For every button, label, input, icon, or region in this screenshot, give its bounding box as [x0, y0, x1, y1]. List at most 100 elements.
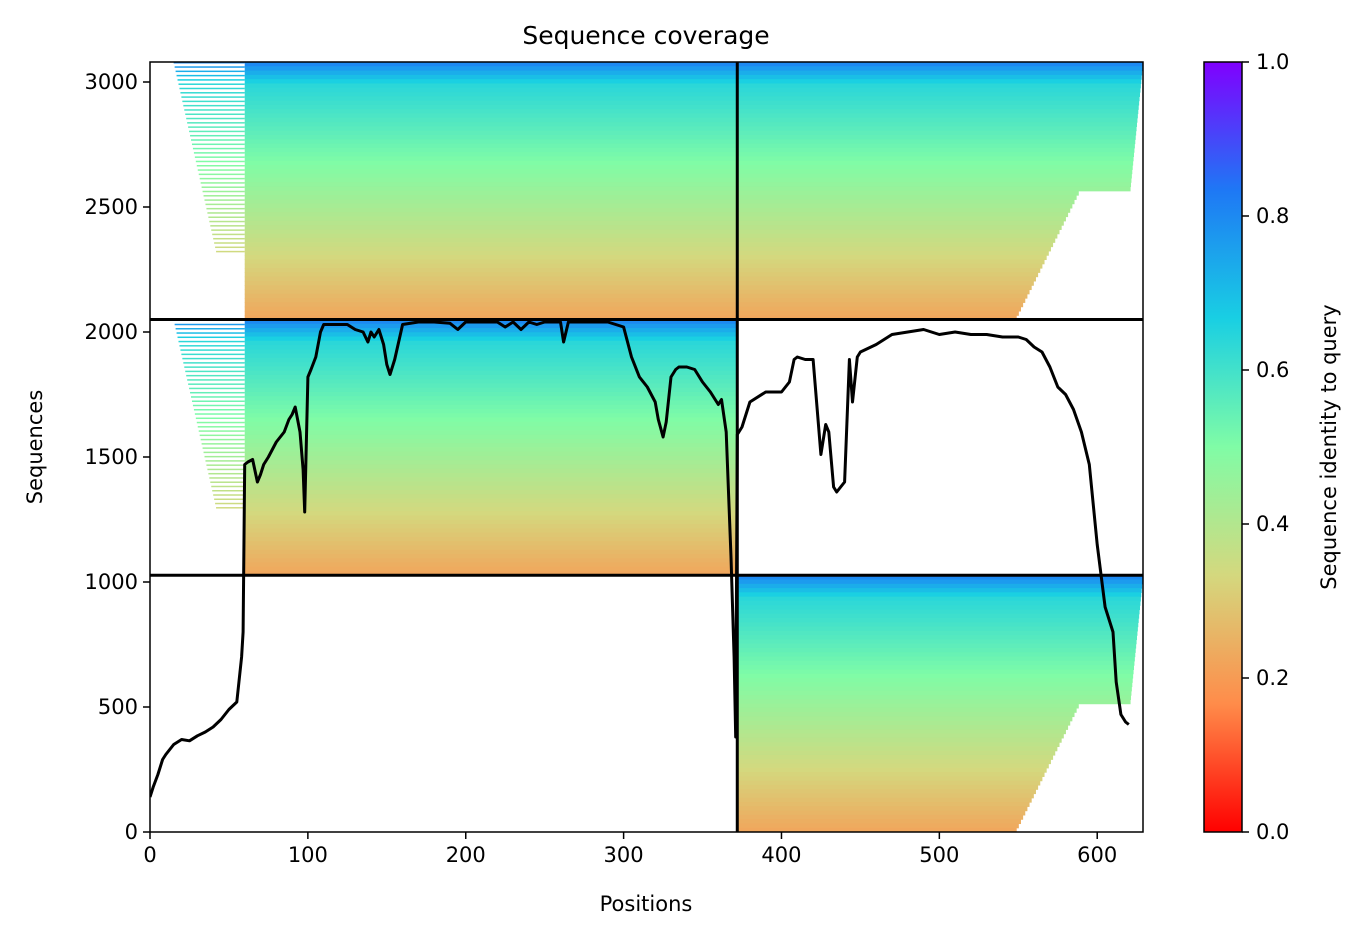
partial-coverage-stripe [211, 485, 245, 488]
identity-stripe [737, 100, 1140, 106]
identity-stripe [244, 498, 738, 504]
identity-stripe [244, 259, 738, 265]
identity-stripe [737, 707, 1077, 713]
partial-coverage-stripe [177, 79, 245, 81]
identity-stripe [244, 126, 738, 132]
identity-stripe [737, 259, 1045, 265]
partial-coverage-stripe [190, 391, 245, 394]
identity-stripe [244, 302, 738, 308]
identity-stripe [737, 289, 1030, 295]
partial-coverage-stripe [203, 451, 245, 454]
partial-coverage-stripe [204, 199, 245, 201]
identity-stripe [737, 207, 1071, 213]
identity-stripe [737, 173, 1132, 179]
identity-stripe [244, 366, 738, 372]
partial-coverage-stripe [195, 160, 245, 163]
identity-stripe [244, 229, 738, 235]
partial-coverage-stripe [175, 70, 245, 73]
partial-coverage-stripe [188, 126, 245, 128]
identity-stripe [244, 306, 738, 312]
partial-coverage-stripe [191, 396, 245, 398]
identity-stripe [244, 272, 738, 278]
identity-stripe [244, 109, 738, 115]
partial-coverage-stripe [192, 404, 245, 407]
identity-stripe [737, 699, 1131, 705]
partial-coverage-stripe [214, 242, 245, 244]
identity-stripe [737, 665, 1135, 670]
identity-stripe [244, 391, 738, 397]
partial-coverage-stripe [205, 203, 245, 206]
identity-stripe [737, 134, 1136, 140]
partial-coverage-stripe [193, 152, 245, 154]
identity-stripe [244, 434, 738, 440]
y-axis-ticks: 0 500 1000 1500 2000 2500 3000 [85, 70, 150, 844]
identity-stripe [244, 494, 738, 500]
identity-stripe [244, 87, 738, 93]
partial-coverage-stripe [199, 177, 245, 180]
identity-stripe [737, 122, 1138, 127]
partial-coverage-stripe [207, 212, 245, 214]
identity-stripe [737, 622, 1139, 628]
identity-stripe [244, 443, 738, 448]
identity-stripe [737, 806, 1028, 812]
identity-stripe [244, 246, 738, 252]
partial-coverage-stripe [210, 481, 245, 483]
block-top-right [737, 62, 1143, 321]
identity-stripe [244, 362, 738, 367]
partial-coverage-stripe [214, 498, 245, 501]
partial-coverage-stripe [207, 468, 245, 471]
partial-coverage-stripe [201, 186, 245, 188]
x-tick-label: 100 [288, 843, 328, 867]
identity-stripe [737, 823, 1019, 829]
identity-stripe [244, 280, 738, 286]
identity-stripe [737, 220, 1064, 226]
partial-coverage-stripe [198, 430, 245, 432]
partial-coverage-stripe [212, 233, 245, 236]
identity-stripe [737, 630, 1138, 636]
identity-stripe [244, 528, 738, 534]
chart-title: Sequence coverage [522, 21, 769, 50]
partial-coverage-stripe [213, 494, 245, 496]
identity-stripe [737, 306, 1021, 312]
partial-coverage-stripe [209, 477, 245, 479]
partial-coverage-stripe [195, 417, 245, 420]
identity-stripe [737, 233, 1058, 239]
identity-stripe [737, 592, 1142, 598]
identity-stripe [244, 293, 738, 299]
identity-stripe [737, 695, 1132, 700]
partial-coverage-stripe [210, 225, 245, 227]
partial-coverage-stripe [178, 340, 245, 343]
identity-stripe [244, 233, 738, 239]
identity-stripe [737, 776, 1043, 782]
identity-stripe [244, 147, 738, 153]
identity-stripe [244, 255, 738, 261]
identity-stripe [244, 387, 738, 393]
identity-stripe [244, 139, 738, 145]
identity-stripe [737, 656, 1135, 662]
identity-stripe [737, 759, 1051, 765]
identity-stripe [737, 160, 1134, 166]
identity-stripe [244, 545, 738, 551]
identity-stripe [737, 268, 1041, 273]
identity-stripe [737, 113, 1138, 119]
y-tick-label: 0 [125, 820, 138, 844]
identity-stripe [244, 421, 738, 427]
x-tick-label: 200 [446, 843, 486, 867]
identity-stripe [244, 549, 738, 555]
identity-stripe [244, 310, 738, 316]
partial-coverage-stripe [182, 357, 245, 360]
identity-stripe [737, 272, 1039, 278]
y-tick-label: 2500 [85, 195, 138, 219]
partial-coverage-stripe [197, 426, 245, 428]
identity-stripe [244, 134, 738, 140]
identity-stripe [737, 139, 1136, 145]
block-middle-left [173, 319, 738, 576]
identity-stripe [737, 639, 1137, 645]
identity-stripe [737, 216, 1066, 222]
identity-stripe [737, 673, 1134, 679]
identity-stripe [737, 70, 1143, 76]
identity-stripe [244, 438, 738, 444]
partial-coverage-stripe [208, 472, 245, 475]
identity-stripe [244, 404, 738, 410]
identity-stripe [737, 250, 1049, 256]
